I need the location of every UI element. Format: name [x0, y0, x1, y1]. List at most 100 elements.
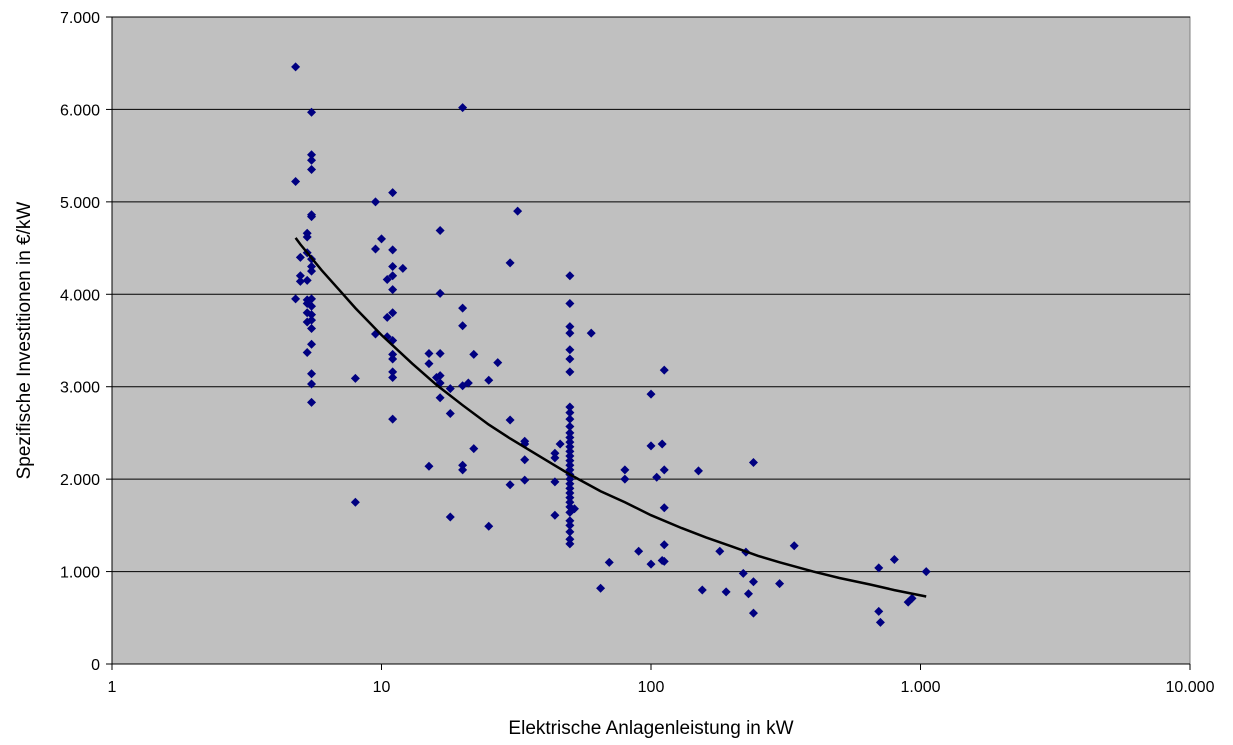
data-point: [875, 617, 885, 627]
data-point: [659, 540, 669, 550]
data-point: [550, 448, 560, 458]
data-point: [565, 497, 575, 507]
data-point: [307, 301, 317, 311]
data-point: [388, 262, 398, 272]
data-point: [435, 348, 445, 358]
data-point: [565, 428, 575, 438]
data-point: [907, 593, 917, 603]
data-point: [295, 276, 305, 286]
data-point: [874, 563, 884, 573]
data-point: [458, 321, 468, 331]
data-point: [604, 557, 614, 567]
data-point: [307, 107, 317, 117]
data-point: [565, 527, 575, 537]
data-point: [620, 465, 630, 475]
data-point: [295, 271, 305, 281]
data-point: [370, 197, 380, 207]
data-point: [445, 512, 455, 522]
y-gridlines: [112, 16, 1190, 573]
data-point: [445, 409, 455, 419]
data-point: [569, 504, 579, 514]
data-point: [469, 444, 479, 454]
data-point: [634, 546, 644, 556]
data-point: [565, 328, 575, 338]
data-point: [469, 349, 479, 359]
data-point: [307, 310, 317, 320]
data-point: [382, 274, 392, 284]
data-point: [388, 245, 398, 255]
data-point: [307, 369, 317, 379]
data-point: [307, 212, 317, 222]
data-point: [565, 483, 575, 493]
data-point: [565, 271, 575, 281]
data-point: [748, 608, 758, 618]
data-point: [350, 497, 360, 507]
data-point: [513, 206, 523, 216]
y-tick-label: 5.000: [60, 195, 100, 212]
data-point: [721, 587, 731, 597]
data-point: [596, 583, 606, 593]
data-point: [565, 442, 575, 452]
data-point: [565, 534, 575, 544]
data-point: [659, 503, 669, 513]
data-point: [388, 271, 398, 281]
data-point: [302, 275, 312, 285]
data-point: [565, 408, 575, 418]
y-tick-label: 1.000: [60, 565, 100, 582]
data-point: [370, 244, 380, 254]
data-point: [388, 354, 398, 364]
data-point: [505, 258, 515, 268]
data-point: [565, 367, 575, 377]
data-point: [565, 299, 575, 309]
y-tick-label: 6.000: [60, 102, 100, 119]
data-point: [484, 521, 494, 531]
data-point: [565, 460, 575, 470]
y-tick-label: 7.000: [60, 10, 100, 27]
data-point: [291, 62, 301, 72]
data-point: [435, 288, 445, 298]
data-point: [921, 567, 931, 577]
data-point: [652, 472, 662, 482]
data-point: [565, 479, 575, 489]
data-point: [748, 577, 758, 587]
x-tick-label: 10.000: [1166, 679, 1215, 696]
x-axis-title: Elektrische Anlagenleistung in kW: [508, 718, 793, 739]
data-point: [388, 367, 398, 377]
data-point: [307, 294, 317, 304]
data-point: [565, 437, 575, 447]
data-point: [743, 589, 753, 599]
axes: [106, 16, 1191, 670]
data-point: [646, 441, 656, 451]
data-point: [874, 606, 884, 616]
data-point: [775, 579, 785, 589]
data-point: [659, 465, 669, 475]
data-point: [789, 541, 799, 551]
x-tick-label: 1.000: [900, 679, 940, 696]
y-tick-label: 4.000: [60, 287, 100, 304]
data-point: [307, 315, 317, 325]
x-tick-label: 100: [638, 679, 665, 696]
data-point: [565, 414, 575, 424]
trendline: [294, 237, 927, 598]
data-point: [307, 397, 317, 407]
data-point: [398, 263, 408, 273]
data-point: [388, 285, 398, 295]
data-point: [565, 322, 575, 332]
data-point: [565, 354, 575, 364]
data-point: [493, 358, 503, 368]
data-point: [307, 266, 317, 276]
data-point: [565, 402, 575, 412]
data-point: [302, 348, 312, 358]
data-point: [295, 252, 305, 262]
data-point: [565, 345, 575, 355]
data-point: [748, 458, 758, 468]
data-point: [388, 372, 398, 382]
data-point: [435, 226, 445, 236]
y-tick-labels: 0 1.000 2.000 3.000 4.000 5.000 6.000 7.000: [60, 10, 100, 674]
data-point: [520, 475, 530, 485]
data-point: [307, 150, 317, 160]
data-point: [659, 556, 669, 566]
data-point: [291, 294, 301, 304]
x-tick-label: 1: [108, 679, 117, 696]
